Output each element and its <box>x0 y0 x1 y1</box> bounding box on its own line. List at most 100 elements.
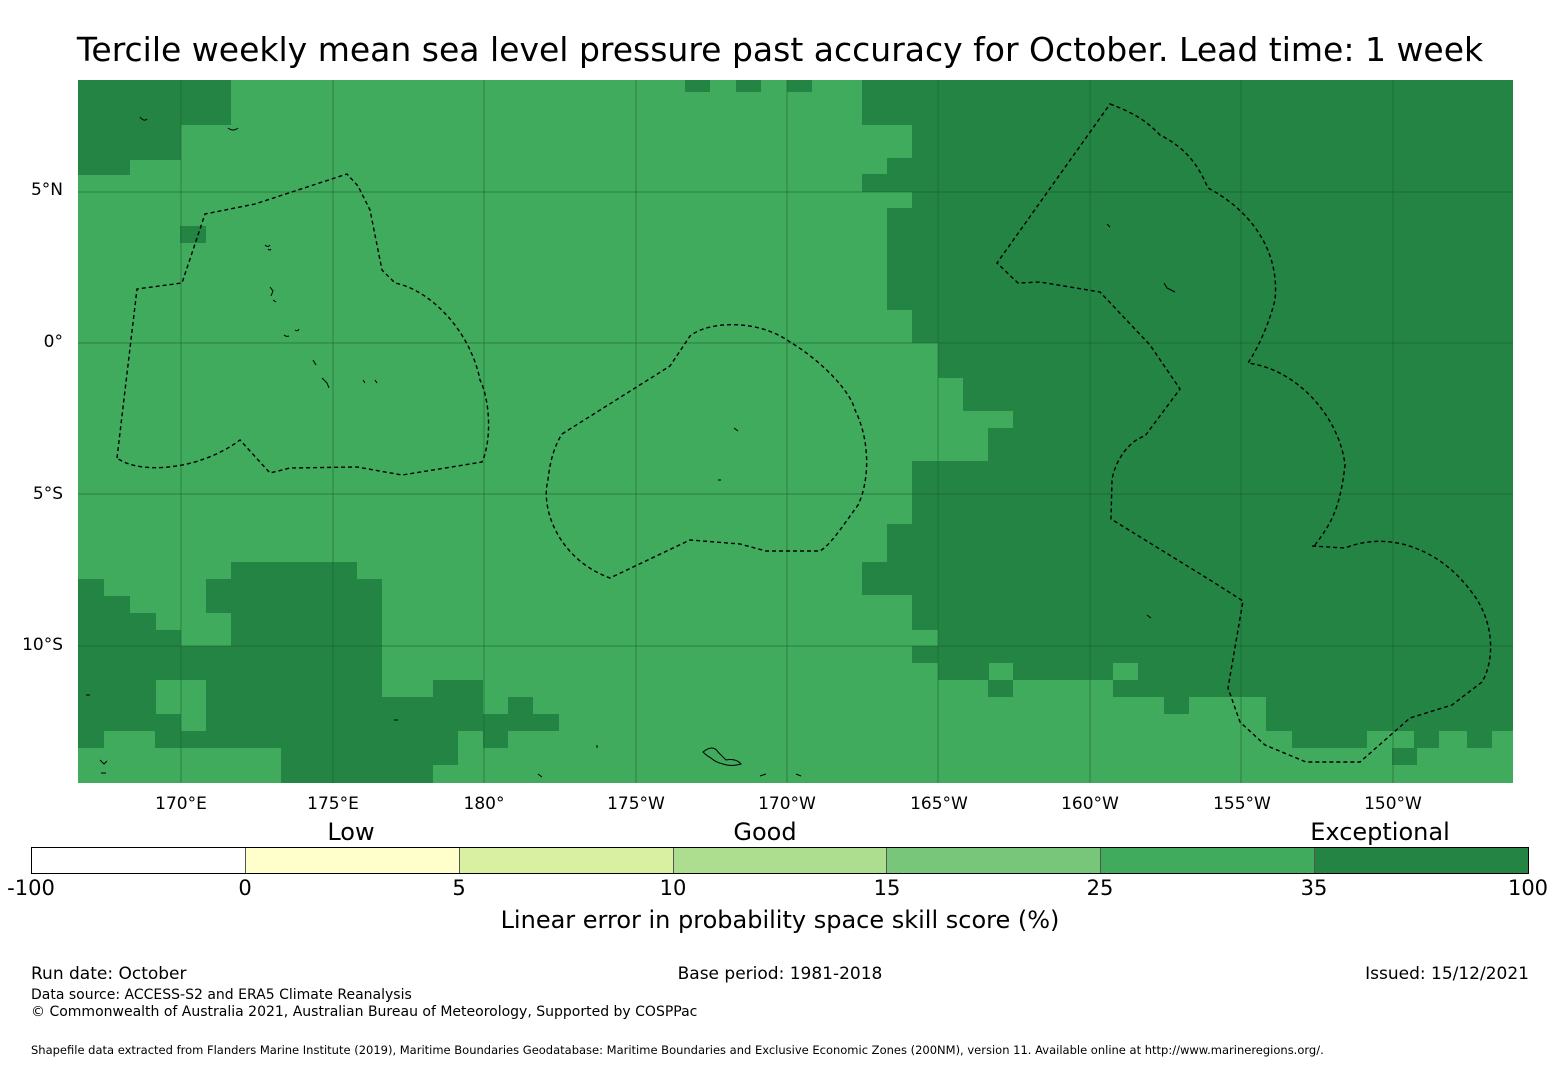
exceptional-skill-cell <box>206 680 382 697</box>
colorbar-tick: 5 <box>452 876 466 900</box>
colorbar-tick: 10 <box>659 876 687 900</box>
colorbar-segment <box>887 848 1102 873</box>
exceptional-skill-cell <box>78 630 181 647</box>
exceptional-skill-cell <box>281 748 458 765</box>
exceptional-skill-cell <box>1414 731 1439 748</box>
exceptional-skill-cell <box>1138 663 1513 680</box>
exceptional-skill-cell <box>231 562 357 579</box>
exceptional-skill-cell <box>231 613 382 630</box>
exceptional-skill-cell <box>912 310 1513 343</box>
exceptional-skill-cell <box>887 524 1513 562</box>
colorbar-category-low: Low <box>327 818 375 846</box>
exceptional-skill-cell <box>483 714 559 731</box>
exceptional-skill-cell <box>988 428 1018 461</box>
exceptional-skill-cell <box>1266 697 1513 714</box>
colorbar-tick: 35 <box>1300 876 1328 900</box>
lat-label-0: 0° <box>43 332 63 352</box>
exceptional-skill-cell <box>1164 697 1189 714</box>
data-source: Data source: ACCESS-S2 and ERA5 Climate … <box>31 987 412 1003</box>
lon-label-175e: 175°E <box>307 794 359 814</box>
exceptional-skill-cell <box>78 697 156 714</box>
exceptional-skill-cell <box>938 630 1513 646</box>
exceptional-skill-cell <box>78 579 104 596</box>
exceptional-skill-cell <box>1013 663 1113 680</box>
lat-label-5n: 5°N <box>30 180 63 200</box>
exceptional-skill-cell <box>78 596 130 613</box>
run-date: Run date: October <box>31 964 187 984</box>
exceptional-skill-cell <box>78 160 130 175</box>
exceptional-skill-cell <box>988 680 1013 697</box>
exceptional-skill-cell <box>78 125 181 160</box>
exceptional-skill-cell <box>155 731 458 748</box>
exceptional-skill-cell <box>483 731 508 748</box>
colorbar-segment <box>1315 848 1529 873</box>
colorbar <box>31 847 1529 874</box>
colorbar-tick: 0 <box>238 876 252 900</box>
exceptional-skill-cell <box>231 596 382 613</box>
colorbar-category-good: Good <box>733 818 797 846</box>
exceptional-skill-cell <box>231 630 382 647</box>
exceptional-skill-cell <box>887 158 1513 174</box>
exceptional-skill-cell <box>1392 748 1417 765</box>
colorbar-tick: -100 <box>7 876 55 900</box>
exceptional-skill-cell <box>206 579 382 596</box>
exceptional-skill-cell <box>685 80 710 92</box>
exceptional-skill-cell <box>1467 731 1492 748</box>
lon-label-155w: 155°W <box>1213 794 1271 814</box>
coastlines <box>86 116 1176 778</box>
exceptional-skill-cell <box>912 494 1513 524</box>
exceptional-skill-cell <box>862 562 1513 595</box>
exceptional-skill-cell <box>78 714 181 731</box>
exceptional-skill-cell <box>206 714 483 731</box>
lon-label-150w: 150°W <box>1364 794 1422 814</box>
exceptional-skill-cell <box>736 80 761 92</box>
shapefile-credit: Shapefile data extracted from Flanders M… <box>31 1043 1324 1057</box>
exceptional-skill-cell <box>963 378 1513 411</box>
exceptional-skill-cell <box>787 80 812 92</box>
exceptional-skill-cell <box>862 174 1513 192</box>
skill-map <box>78 80 1513 783</box>
exceptional-skill-cell <box>938 461 1513 494</box>
eez-boundary-tokelau <box>545 323 868 579</box>
exceptional-skill-cell <box>78 731 104 748</box>
exceptional-skill-cell <box>912 192 1513 208</box>
exceptional-skill-regions <box>78 80 1513 783</box>
exceptional-skill-cell <box>1113 680 1513 697</box>
exceptional-skill-cell <box>78 80 231 125</box>
exceptional-skill-cell <box>912 595 1513 630</box>
colorbar-tick: 15 <box>873 876 901 900</box>
exceptional-skill-cell <box>938 663 989 680</box>
exceptional-skill-cell <box>912 125 1513 158</box>
colorbar-title: Linear error in probability space skill … <box>500 906 1060 934</box>
lat-label-5s: 5°S <box>32 484 63 504</box>
exceptional-skill-cell <box>912 461 938 479</box>
colorbar-segment <box>32 848 246 873</box>
exceptional-skill-cell <box>862 80 1513 125</box>
exceptional-skill-cell <box>281 765 433 783</box>
exceptional-skill-cell <box>206 596 232 613</box>
exceptional-skill-cell <box>78 680 156 697</box>
chart-title: Tercile weekly mean sea level pressure p… <box>76 30 1484 69</box>
lon-label-170e: 170°E <box>155 794 207 814</box>
copyright: © Commonwealth of Australia 2021, Austra… <box>31 1004 698 1020</box>
exceptional-skill-cell <box>78 613 156 630</box>
lon-label-175w: 175°W <box>607 794 665 814</box>
exceptional-skill-cell <box>912 646 1513 663</box>
eez-boundary-cook-islands-north <box>996 103 1492 763</box>
map-gridlines <box>78 80 1513 783</box>
exceptional-skill-cell <box>1292 731 1367 748</box>
issued-date: Issued: 15/12/2021 <box>1365 964 1529 984</box>
colorbar-tick: 100 <box>1507 876 1549 900</box>
exceptional-skill-cell <box>206 697 483 714</box>
eez-boundaries <box>116 103 1492 763</box>
colorbar-category-exceptional: Exceptional <box>1310 818 1450 846</box>
exceptional-skill-cell <box>912 479 938 494</box>
lon-label-160w: 160°W <box>1061 794 1119 814</box>
colorbar-segment <box>245 848 460 873</box>
exceptional-skill-cell <box>1013 411 1513 461</box>
colorbar-tick: 25 <box>1086 876 1114 900</box>
exceptional-skill-cell <box>508 697 533 714</box>
exceptional-skill-cell <box>938 343 1513 378</box>
lon-label-180: 180° <box>463 794 505 814</box>
exceptional-skill-cell <box>78 646 382 680</box>
